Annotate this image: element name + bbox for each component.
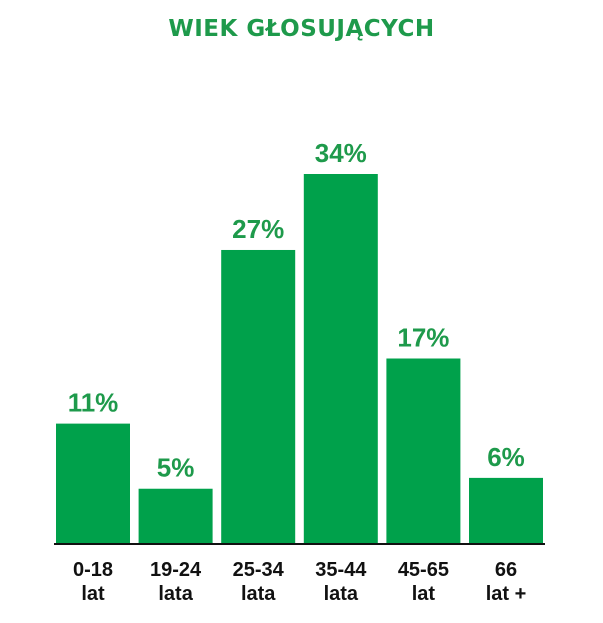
bar-5: [469, 477, 543, 543]
value-label-1: 5%: [157, 453, 195, 483]
category-label-5-line-0: 66: [495, 559, 517, 581]
bar-4: [386, 358, 461, 543]
value-label-3: 34%: [315, 138, 367, 168]
category-label-2-line-1: lata: [241, 583, 276, 605]
bar-1: [138, 488, 213, 543]
category-label-1-line-1: lata: [158, 583, 193, 605]
category-label-3-line-0: 35-44: [315, 559, 367, 581]
category-label-0-line-1: lat: [81, 583, 105, 605]
category-labels-group: 0-18lat19-24lata25-34lata35-44lata45-65l…: [73, 559, 526, 605]
category-label-4-line-0: 45-65: [398, 559, 449, 581]
bar-0: [56, 423, 130, 543]
category-label-1-line-0: 19-24: [150, 559, 202, 581]
value-label-2: 27%: [232, 214, 284, 244]
bar-2: [221, 249, 296, 543]
category-label-4-line-1: lat: [412, 583, 436, 605]
value-label-5: 6%: [487, 442, 525, 472]
category-label-0-line-0: 0-18: [73, 559, 113, 581]
value-label-0: 11%: [68, 388, 119, 418]
category-label-3-line-1: lata: [324, 583, 359, 605]
chart-title: WIEK GŁOSUJĄCYCH: [168, 16, 435, 42]
bars-group: [56, 174, 543, 543]
value-label-4: 17%: [397, 323, 449, 353]
category-label-2-line-0: 25-34: [233, 559, 285, 581]
value-labels-group: 11% 5% 27% 34% 17% 6%: [68, 138, 525, 483]
category-label-5-line-1: lat +: [486, 583, 527, 605]
bar-3: [303, 174, 378, 543]
